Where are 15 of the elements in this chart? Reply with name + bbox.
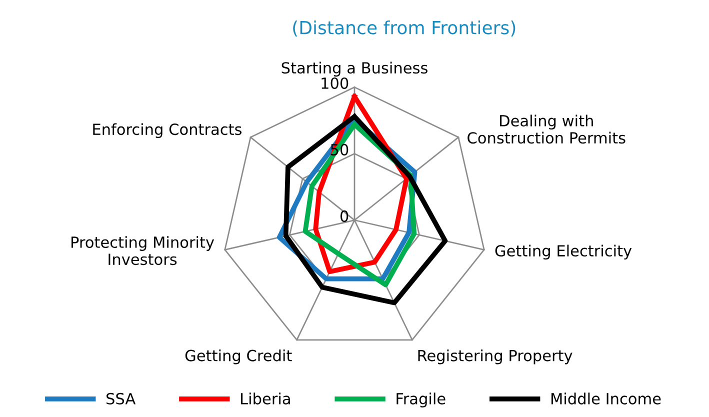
spoke-label: Dealing with Construction Permits bbox=[468, 114, 626, 144]
y-tick-label: 0 bbox=[340, 210, 348, 222]
y-tick-label: 50 bbox=[330, 144, 348, 156]
legend-label: SSA bbox=[106, 392, 136, 404]
spoke-label: Registering Property bbox=[418, 350, 572, 364]
spoke-label: Getting Credit bbox=[185, 350, 292, 364]
spoke-label: Protecting Minority Investors bbox=[72, 236, 214, 266]
chart-title: (Distance from Frontiers) bbox=[293, 20, 516, 37]
legend-label: Middle Income bbox=[551, 392, 661, 404]
spoke-label: Starting a Business bbox=[282, 62, 428, 77]
legend-label: Fragile bbox=[396, 392, 446, 408]
legend-label: Liberia bbox=[241, 392, 290, 404]
spoke-label: Getting Electricity bbox=[495, 244, 632, 260]
spoke-label: Enforcing Contracts bbox=[93, 123, 242, 138]
y-tick-label: 100 bbox=[322, 77, 348, 89]
